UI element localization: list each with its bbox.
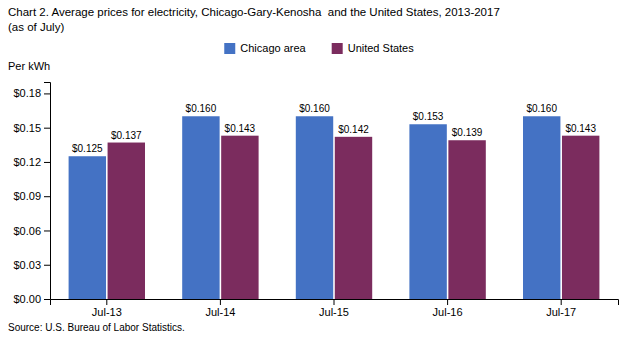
subtitle: (as of July) bbox=[8, 21, 64, 33]
x-tick-label: Jul-17 bbox=[546, 306, 576, 318]
x-tick-mark bbox=[220, 299, 221, 305]
y-tick-label: $0.03 bbox=[13, 259, 41, 271]
data-label: $0.160 bbox=[186, 103, 217, 114]
legend-swatch bbox=[332, 43, 343, 54]
x-axis: Jul-13 Jul-14 Jul-15 Jul-16 Jul-17 bbox=[51, 299, 619, 318]
legend-item: United States bbox=[332, 42, 415, 54]
y-tick-mark bbox=[44, 265, 50, 266]
annotation: Source: U.S. Bureau of Labor Statistics. bbox=[8, 322, 185, 333]
data-label: $0.143 bbox=[225, 123, 256, 134]
y-tick-mark bbox=[44, 196, 50, 197]
x-tick-mark bbox=[561, 299, 562, 305]
bars bbox=[69, 116, 600, 299]
x-tick-label: Jul-16 bbox=[433, 306, 463, 318]
y-tick-mark bbox=[44, 230, 50, 231]
y-tick: $0.06 bbox=[13, 224, 50, 236]
x-tick: Jul-17 bbox=[546, 299, 576, 318]
y-tick: $0.18 bbox=[13, 87, 50, 99]
x-tick-label: Jul-14 bbox=[205, 306, 235, 318]
y-axis-line bbox=[44, 83, 51, 300]
legend-swatch bbox=[224, 43, 235, 54]
y-axis-title: Per kWh bbox=[8, 60, 50, 72]
y-tick-mark bbox=[44, 128, 50, 129]
bar bbox=[448, 140, 485, 299]
plot: $0.00 $0.03 $0.06 $0.09 $0.12 $0.15 $0.18 Jul-1… bbox=[13, 83, 618, 318]
x-tick-mark bbox=[106, 299, 107, 305]
data-label: $0.142 bbox=[338, 124, 369, 135]
y-tick-label: $0.06 bbox=[13, 224, 41, 236]
legend-label: Chicago area bbox=[240, 42, 306, 54]
data-label: $0.143 bbox=[565, 123, 596, 134]
y-tick-mark bbox=[44, 299, 50, 300]
legend-item: Chicago area bbox=[224, 42, 306, 54]
legend-label: United States bbox=[348, 42, 415, 54]
y-tick-label: $0.12 bbox=[13, 156, 41, 168]
bar bbox=[296, 116, 333, 299]
bar bbox=[108, 143, 145, 299]
bar bbox=[182, 116, 219, 299]
y-tick: $0.00 bbox=[13, 293, 50, 305]
y-tick-label: $0.00 bbox=[13, 293, 41, 305]
y-tick-mark bbox=[44, 162, 50, 163]
y-tick: $0.03 bbox=[13, 259, 50, 271]
bar bbox=[335, 137, 372, 299]
bar bbox=[69, 156, 106, 299]
bar bbox=[523, 116, 560, 299]
title: Chart 2. Average prices for electricity,… bbox=[8, 6, 500, 18]
data-labels: $0.125 $0.160 $0.160 $0.153 $0.160 $0.137 $0.1… bbox=[72, 103, 596, 154]
bar bbox=[562, 136, 599, 299]
bar bbox=[221, 136, 258, 299]
x-axis-line bbox=[51, 300, 619, 306]
y-axis: $0.00 $0.03 $0.06 $0.09 $0.12 $0.15 $0.18 bbox=[13, 83, 50, 306]
y-tick: $0.15 bbox=[13, 122, 50, 134]
x-tick-label: Jul-13 bbox=[92, 306, 122, 318]
y-tick-label: $0.18 bbox=[13, 87, 41, 99]
y-tick: $0.09 bbox=[13, 190, 50, 202]
y-tick-label: $0.09 bbox=[13, 190, 41, 202]
y-tick-label: $0.15 bbox=[13, 122, 41, 134]
x-tick-mark bbox=[447, 299, 448, 305]
x-tick: Jul-16 bbox=[433, 299, 463, 318]
chart: Chart 2. Average prices for electricity,… bbox=[0, 0, 638, 337]
data-label: $0.125 bbox=[72, 143, 103, 154]
x-tick: Jul-14 bbox=[205, 299, 235, 318]
x-tick: Jul-15 bbox=[319, 299, 349, 318]
data-label: $0.160 bbox=[526, 103, 557, 114]
y-tick: $0.12 bbox=[13, 156, 50, 168]
data-label: $0.139 bbox=[452, 127, 483, 138]
x-tick-label: Jul-15 bbox=[319, 306, 349, 318]
data-label: $0.153 bbox=[413, 111, 444, 122]
x-tick-mark bbox=[334, 299, 335, 305]
data-label: $0.160 bbox=[299, 103, 330, 114]
bar bbox=[409, 124, 446, 299]
legend: Chicago area United States bbox=[224, 42, 414, 54]
data-label: $0.137 bbox=[111, 130, 142, 141]
x-tick: Jul-13 bbox=[92, 299, 122, 318]
y-tick-mark bbox=[44, 93, 50, 94]
